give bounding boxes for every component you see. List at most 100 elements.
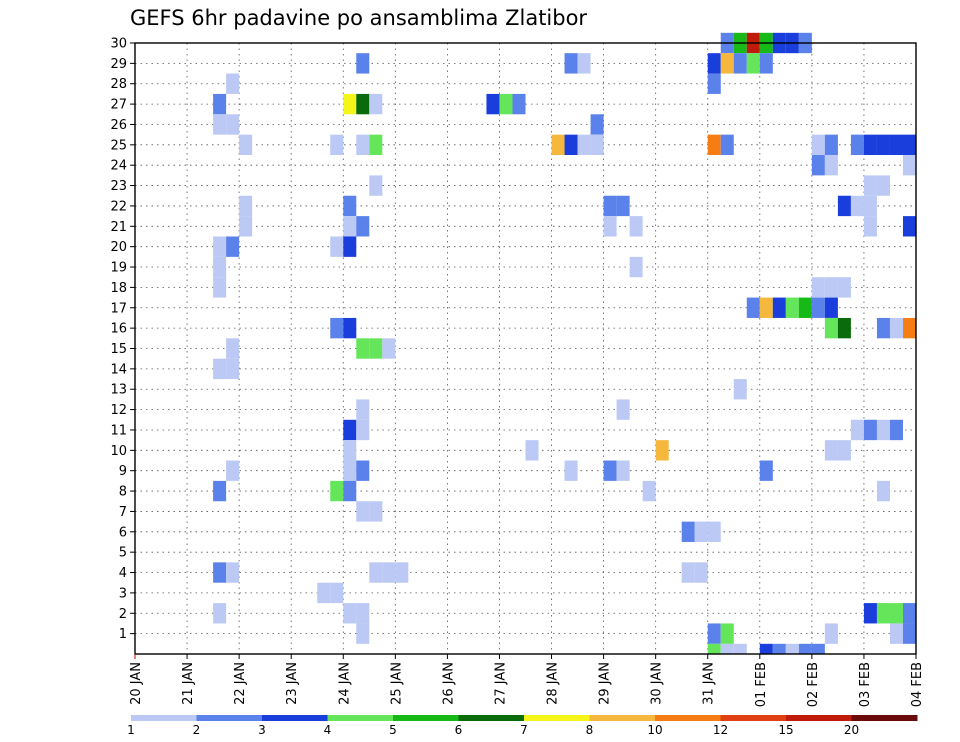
- precip-cell: [551, 134, 565, 156]
- y-tick-label: 10: [110, 444, 127, 459]
- precip-cell: [798, 297, 812, 318]
- precip-cell: [239, 134, 253, 156]
- precip-cell: [213, 480, 227, 502]
- precip-cell: [343, 195, 357, 217]
- precip-cell: [356, 216, 370, 237]
- precip-cell: [772, 297, 786, 318]
- legend-label: 20: [844, 723, 859, 737]
- precip-cell: [837, 440, 851, 461]
- precip-cell: [720, 623, 734, 644]
- precip-cell: [239, 195, 253, 217]
- legend-label: 2: [193, 723, 201, 737]
- precip-cell: [681, 562, 695, 583]
- legend-label: 6: [455, 723, 463, 737]
- y-tick-label: 4: [119, 566, 127, 581]
- legend-label: 4: [324, 723, 332, 737]
- y-tick-label: 8: [119, 485, 127, 500]
- precip-cell: [707, 53, 721, 74]
- y-tick-label: 7: [119, 505, 127, 520]
- precip-cell: [746, 53, 760, 74]
- y-tick-label: 19: [110, 261, 127, 276]
- precip-cell: [213, 114, 227, 135]
- y-tick-label: 9: [119, 464, 127, 479]
- x-tick-label: 23 JAN: [285, 662, 300, 705]
- y-tick-label: 2: [119, 607, 127, 622]
- legend-swatch: [131, 715, 197, 721]
- precip-cell: [876, 603, 890, 624]
- precip-cell: [577, 53, 591, 74]
- legend-swatch: [655, 715, 721, 721]
- precip-cell: [603, 460, 617, 481]
- precip-cell: [824, 440, 838, 461]
- x-tick-label: 31 JAN: [702, 662, 717, 705]
- precip-cell: [655, 440, 669, 461]
- y-tick-label: 28: [110, 77, 127, 92]
- x-tick-label: 04 FEB: [910, 662, 925, 707]
- precip-cell: [343, 440, 357, 461]
- precip-cell: [889, 317, 903, 339]
- precip-cell: [694, 562, 708, 583]
- precip-cell: [811, 297, 825, 318]
- legend-label: 8: [586, 723, 594, 737]
- x-tick-label: 25 JAN: [389, 662, 404, 705]
- precip-cell: [902, 134, 916, 156]
- x-tick-label: 02 FEB: [806, 662, 821, 707]
- precip-cell: [824, 317, 838, 339]
- precip-cell: [590, 134, 604, 156]
- x-tick-label: 22 JAN: [233, 662, 248, 705]
- precip-cell: [356, 53, 370, 74]
- y-tick-label: 29: [110, 57, 127, 72]
- y-tick-label: 12: [110, 403, 127, 418]
- precip-cell: [850, 419, 864, 441]
- precip-cell: [356, 460, 370, 481]
- precip-cell: [564, 460, 578, 481]
- x-tick-label: 30 JAN: [650, 662, 665, 705]
- precip-cell: [863, 419, 877, 441]
- precip-cell: [863, 603, 877, 624]
- legend-swatch: [393, 715, 459, 721]
- y-tick-label: 14: [110, 362, 127, 377]
- precip-cell: [629, 216, 643, 237]
- precip-cell: [616, 399, 630, 420]
- precip-cell: [759, 297, 773, 318]
- precip-cell: [902, 603, 916, 624]
- precip-cell: [226, 338, 240, 359]
- y-tick-label: 21: [110, 220, 127, 235]
- precip-cell: [213, 256, 227, 278]
- precip-cell: [369, 175, 383, 196]
- y-tick-label: 6: [119, 525, 127, 540]
- precip-cell: [902, 155, 916, 176]
- precip-cell: [330, 317, 344, 339]
- y-tick-label: 30: [110, 37, 127, 52]
- precip-cell: [213, 93, 227, 115]
- precip-cell: [837, 195, 851, 217]
- x-tick-label: 21 JAN: [181, 662, 196, 705]
- y-tick-label: 20: [110, 240, 127, 255]
- x-tick-label: 03 FEB: [858, 662, 873, 707]
- precip-cell: [733, 643, 747, 654]
- precip-cell: [837, 277, 851, 298]
- precip-cell: [369, 562, 383, 583]
- precip-cell: [824, 277, 838, 298]
- precip-cell: [733, 379, 747, 400]
- y-tick-label: 22: [110, 199, 127, 214]
- x-tick-label: 24 JAN: [337, 662, 352, 705]
- precip-cell: [499, 93, 513, 115]
- precip-cell: [213, 277, 227, 298]
- precip-cell: [395, 562, 409, 583]
- x-tick-label: 28 JAN: [546, 662, 561, 705]
- precip-cell: [902, 216, 916, 237]
- precip-cell: [863, 195, 877, 217]
- precip-cell: [889, 603, 903, 624]
- precip-cell: [226, 73, 240, 94]
- precip-cell: [382, 338, 396, 359]
- precip-cell: [343, 603, 357, 624]
- precip-cell: [330, 480, 344, 502]
- precip-cell: [811, 155, 825, 176]
- x-tick-label: 20 JAN: [129, 662, 144, 705]
- precip-cell: [603, 216, 617, 237]
- precip-cell: [330, 582, 344, 604]
- precip-cell: [759, 53, 773, 74]
- precip-cell: [707, 521, 721, 542]
